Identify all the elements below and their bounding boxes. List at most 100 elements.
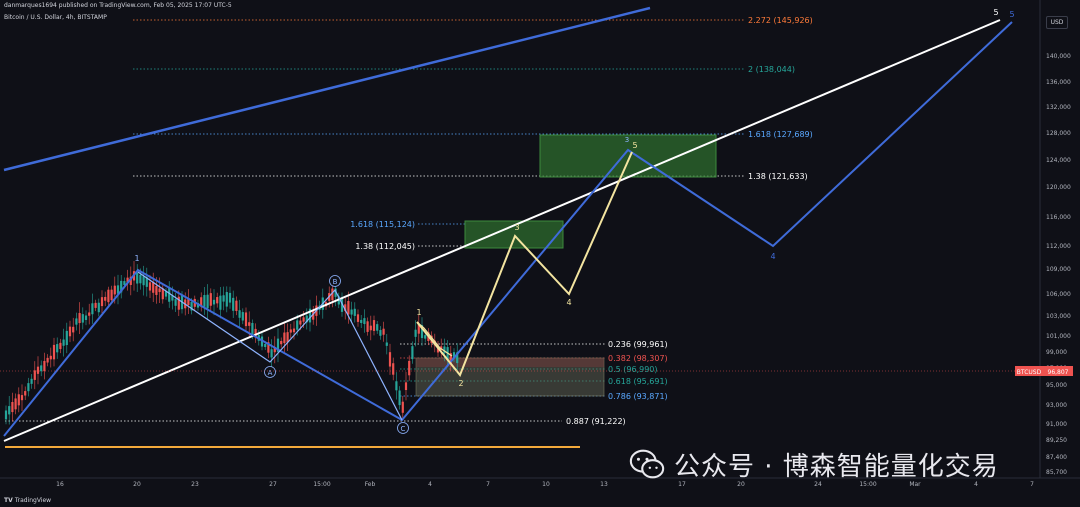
x-tick-label: 13 [600,481,608,488]
candle-body [379,330,382,336]
last-price-symbol: BTCUSD [1017,369,1042,376]
fib-label: 0.382 (98,307) [608,354,668,363]
candle-body [91,303,94,315]
candle-body [152,281,155,293]
candle-body [30,378,33,384]
blue-channel-line [3,6,651,172]
x-tick-label: 7 [1030,481,1034,488]
candle-body [382,328,385,335]
candle-body [123,281,126,286]
candle-body [27,383,30,392]
y-axis-ticks: 140,000 136,000 132,000 128,000 124,000 120,0… [1046,53,1071,476]
candle-body [225,292,228,307]
candle-body [164,291,168,297]
candle-body [24,391,27,396]
candle-body [286,332,289,343]
candle-body [136,272,139,284]
last-price-symbol-tag [1015,366,1043,376]
fib-label: 1.618 (115,124) [350,220,415,229]
wave-label-top-5: 5 [993,8,998,17]
candle-body [372,320,376,331]
candle-body [388,352,392,367]
candle-body [65,330,68,346]
y-tick-label: 136,000 [1046,79,1071,86]
abc-label-a: A [264,366,276,378]
candle-body [404,382,408,391]
candle-body [84,315,88,320]
tradingview-logo[interactable]: TV TradingView [4,497,51,504]
candle-body [267,342,270,353]
candle-body [292,328,296,333]
candle-body [88,312,91,316]
x-tick-label: 23 [191,481,199,488]
wave-label-blue-5: 5 [1009,10,1014,19]
candle-body [369,325,372,331]
candle-body [452,352,456,359]
candlesticks [4,260,459,425]
last-price-value-tag [1043,366,1073,376]
wave-label-small-3: 3 [625,136,629,144]
fib-levels: 2.272 (145,926) 2 (138,044) 1.618 (127,689… [5,16,813,426]
candle-body [344,304,347,311]
candle-body [14,398,17,410]
fib-label: 2 (138,044) [748,65,795,74]
candle-body [356,314,360,322]
candle-body [254,328,257,338]
candle-body [280,340,283,345]
candle-body [347,300,350,315]
candle-body [273,347,276,353]
y-tick-label: 99,000 [1046,349,1067,356]
candle-body [334,288,337,297]
candle-body [424,335,427,339]
candle-body [366,321,369,332]
candle-body [456,352,459,364]
wave-label-yellow-5: 5 [632,141,637,150]
currency-button[interactable]: USD [1046,16,1068,29]
candle-body [171,295,174,301]
fib-label: 1.618 (127,689) [748,130,813,139]
y-tick-label: 120,000 [1046,184,1071,191]
candle-body [232,297,235,311]
candle-body [283,332,286,344]
fib-label: 0.236 (99,961) [608,340,668,349]
candle-body [75,318,78,325]
wave-label-yellow-4: 4 [566,298,571,307]
x-tick-label: 7 [486,481,490,488]
candle-body [411,346,414,360]
blue-wave-path [3,21,1013,437]
candle-body [420,325,424,339]
watermark-text: 公众号 · 博森智能量化交易 [674,451,999,482]
y-tick-label: 89,250 [1046,437,1067,444]
candle-body [49,355,52,360]
candle-body [177,296,180,310]
candle-body [40,365,43,372]
candle-body [107,289,110,303]
fib-label: 0.618 (95,691) [608,377,668,386]
abc-label-c-text: C [401,425,406,433]
candle-body [206,294,209,309]
candle-body [385,342,388,346]
candle-body [216,297,219,304]
fib-label: 0.887 (91,222) [566,417,626,426]
candle-body [353,308,356,316]
candle-body [158,288,161,293]
candle-body [110,289,113,301]
abc-label-c: C [397,422,409,434]
candle-body [251,322,254,336]
y-tick-label: 116,000 [1046,214,1071,221]
wechat-watermark: 公众号 · 博森智能量化交易 [628,444,999,484]
candle-body [168,287,171,302]
candle-body [408,360,411,376]
wave-label-yellow-2: 2 [458,379,463,388]
y-tick-label: 93,000 [1046,402,1067,409]
candle-body [78,313,81,324]
wave-label-yellow-1: 1 [416,308,421,317]
x-tick-label: 15:00 [859,481,876,488]
candle-body [104,296,107,301]
candle-body [289,329,292,333]
candle-body [56,344,59,353]
candle-body [228,292,232,303]
x-tick-label: 4 [428,481,432,488]
candle-body [270,349,273,358]
